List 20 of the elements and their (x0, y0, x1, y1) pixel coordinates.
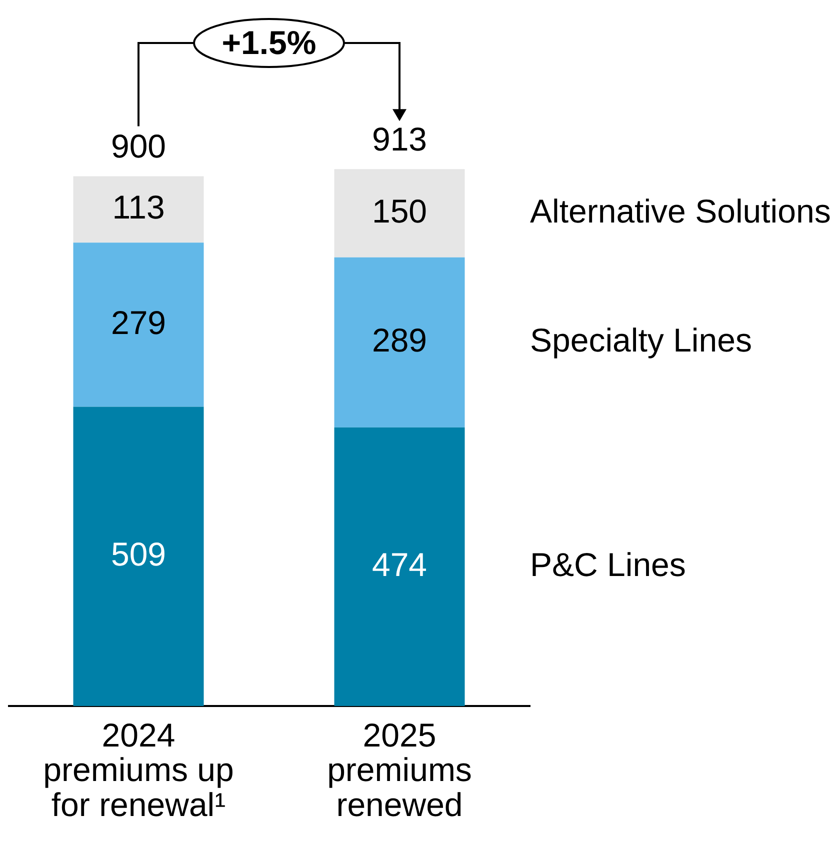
bar (334, 169, 465, 258)
series-label: Alternative Solutions (530, 192, 831, 230)
bar (73, 242, 204, 407)
total-label: 900 (110, 127, 166, 164)
bar (334, 257, 465, 428)
data-label: 474 (372, 546, 428, 583)
text: +1.5% (220, 23, 318, 63)
bar (73, 176, 204, 243)
data-label: 113 (112, 188, 165, 226)
bar (73, 406, 204, 706)
series-label: Specialty Lines (530, 321, 752, 358)
data-label: 289 (372, 321, 428, 358)
bar (334, 427, 465, 706)
data-label: 279 (110, 304, 166, 341)
data-label: 150 (372, 192, 428, 230)
x-tick-label: 2025 premiums renewed (327, 716, 472, 823)
x-tick-label: 2024 premiums up for renewal¹ (43, 716, 234, 823)
data-label: 509 (110, 535, 166, 572)
series-label: P&C Lines (530, 546, 686, 583)
total-label: 913 (372, 120, 428, 158)
